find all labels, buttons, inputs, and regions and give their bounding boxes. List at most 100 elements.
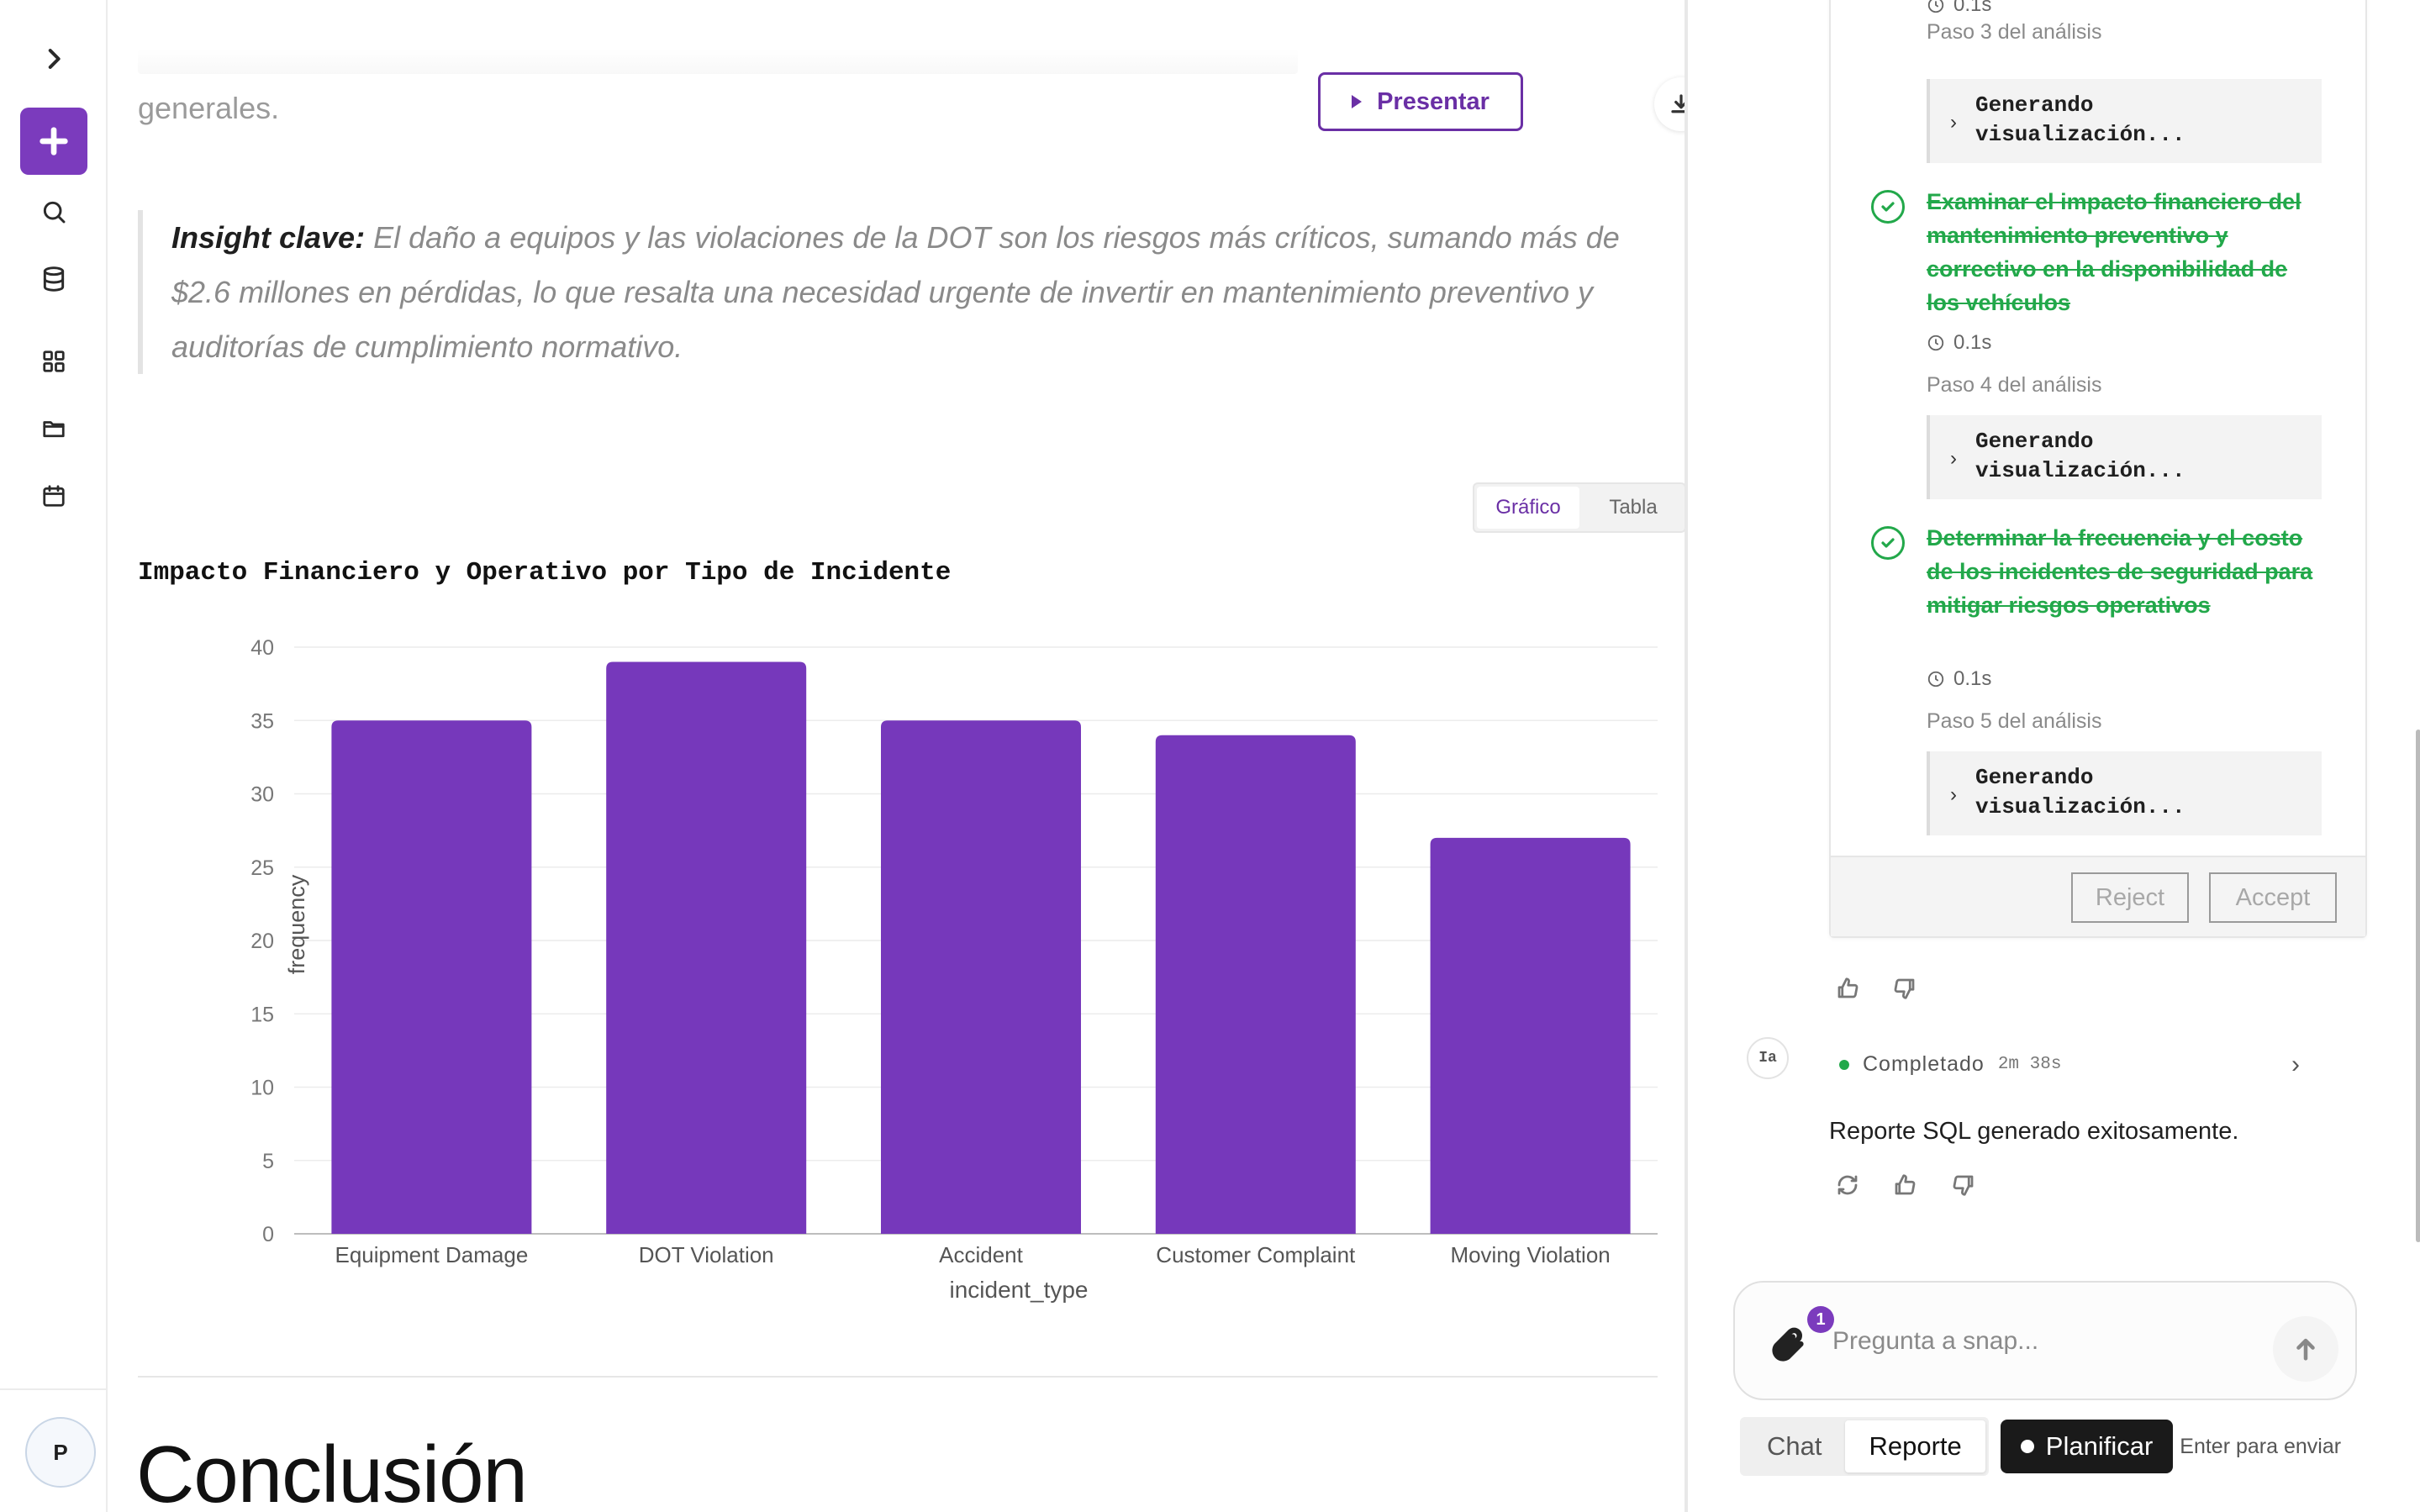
chevron-right-icon: › — [1950, 783, 1957, 806]
thumbs-up-icon[interactable] — [1888, 1168, 1922, 1202]
faded-paragraph-end: generales. — [138, 91, 280, 125]
bar-dot-violation[interactable] — [606, 661, 807, 1234]
view-toggle: Gráfico Tabla — [1473, 482, 1685, 533]
y-tick-label: 15 — [250, 1003, 274, 1026]
rail-divider — [0, 1388, 108, 1390]
y-tick-label: 5 — [262, 1150, 274, 1173]
analysis-plan-card: 0.1s Paso 3 del análisis › Generando vis… — [1829, 0, 2367, 938]
regenerate-icon[interactable] — [1831, 1168, 1864, 1202]
reject-button[interactable]: Reject — [2071, 872, 2189, 923]
section-divider — [138, 1376, 1658, 1378]
y-tick-label: 40 — [250, 636, 274, 660]
present-label: Presentar — [1377, 87, 1489, 115]
clock-icon — [1927, 335, 1944, 351]
accept-button[interactable]: Accept — [2209, 872, 2337, 923]
y-tick-label: 10 — [250, 1077, 274, 1100]
mode-tabs: Chat Reporte — [1740, 1417, 1989, 1476]
x-axis-label: incident_type — [949, 1277, 1088, 1303]
generating-visualization-toggle[interactable]: › Generando visualización... — [1927, 415, 2322, 499]
dashboard-grid-icon[interactable] — [20, 328, 87, 395]
mode-tab-report[interactable]: Reporte — [1845, 1420, 1985, 1472]
chevron-right-icon: › — [1950, 111, 1957, 134]
report-view: generales. Presentar Insight clave: El d… — [108, 0, 1685, 1512]
check-circle-icon — [1871, 526, 1905, 560]
search-icon[interactable] — [20, 178, 87, 245]
clock-icon — [1927, 671, 1944, 688]
new-chat-button[interactable] — [20, 108, 87, 175]
arrow-up-icon — [2296, 1338, 2315, 1361]
insight-quote: Insight clave: El daño a equipos y las v… — [138, 210, 1685, 374]
x-tick-label: Customer Complaint — [1156, 1242, 1356, 1267]
step-duration: 0.1s — [1927, 0, 1991, 17]
y-tick-label: 0 — [262, 1223, 274, 1246]
download-icon — [1671, 94, 1685, 113]
mode-tab-chat[interactable]: Chat — [1767, 1431, 1822, 1461]
thumbs-up-icon[interactable] — [1831, 972, 1864, 1005]
assistant-message: Reporte SQL generado exitosamente. — [1829, 1118, 2239, 1145]
play-icon — [1352, 95, 1363, 108]
assistant-avatar: Ia — [1747, 1037, 1789, 1079]
x-tick-label: Accident — [939, 1242, 1023, 1267]
x-tick-label: Equipment Damage — [335, 1242, 528, 1267]
left-rail: P — [0, 0, 108, 1512]
chevron-right-icon[interactable]: › — [2291, 1051, 2300, 1078]
y-tick-label: 25 — [250, 856, 274, 880]
chart-ticks: 0 5 10 15 20 25 30 35 40 Equipment Damage DOT Viol… — [250, 636, 1611, 1267]
bar-chart: 0 5 10 15 20 25 30 35 40 Equipment Damage DOT Viol… — [250, 636, 1658, 1303]
chat-input-field[interactable] — [1832, 1316, 2270, 1367]
step-task-completed: Examinar el impacto financiero del mante… — [1927, 189, 2301, 315]
status-label: Completado — [1863, 1052, 1985, 1076]
thumbs-down-icon[interactable] — [1888, 972, 1922, 1005]
present-button[interactable]: Presentar — [1318, 72, 1523, 131]
insight-lead: Insight clave: — [171, 220, 366, 255]
plan-actions: Reject Accept — [1831, 856, 2365, 936]
y-tick-label: 20 — [250, 930, 274, 953]
assistant-panel: 0.1s Paso 3 del análisis › Generando vis… — [1685, 0, 2420, 1512]
tab-table[interactable]: Tabla — [1609, 496, 1658, 519]
attachment-count-badge: 1 — [1807, 1306, 1834, 1333]
send-button[interactable] — [2273, 1316, 2338, 1382]
clock-icon — [1927, 0, 1944, 13]
y-axis-label: frequency — [284, 874, 309, 974]
plan-label: Planificar — [2045, 1431, 2154, 1461]
check-circle-icon — [1871, 190, 1905, 224]
chart-title: Impacto Financiero y Operativo por Tipo … — [138, 558, 952, 587]
status-dot — [1839, 1059, 1849, 1070]
step-task-completed: Determinar la frecuencia y el costo de l… — [1927, 525, 2313, 618]
plan-button[interactable]: Planificar — [2000, 1420, 2174, 1473]
x-tick-label: DOT Violation — [639, 1242, 774, 1267]
paperclip-icon — [1772, 1327, 1804, 1362]
step-duration: 0.1s — [1927, 667, 1991, 691]
chevron-right-icon: › — [1950, 447, 1957, 470]
status-row[interactable]: Completado 2m 38s — [1839, 1052, 2061, 1077]
mode-row: Chat Reporte Planificar Enter para envia… — [1740, 1417, 2341, 1476]
chat-composer: 1 — [1733, 1281, 2357, 1400]
tab-chart[interactable]: Gráfico — [1477, 487, 1579, 529]
user-avatar[interactable]: P — [25, 1417, 96, 1488]
bar-equipment-damage[interactable] — [331, 720, 532, 1234]
x-tick-label: Moving Violation — [1450, 1242, 1610, 1267]
plan-dot — [2020, 1440, 2034, 1453]
conclusion-heading: Conclusión — [136, 1430, 528, 1512]
generating-visualization-toggle[interactable]: › Generando visualización... — [1927, 751, 2322, 835]
thumbs-down-icon[interactable] — [1947, 1168, 1980, 1202]
y-tick-label: 35 — [250, 709, 274, 733]
bar-customer-complaint[interactable] — [1155, 735, 1356, 1234]
folder-icon[interactable] — [20, 395, 87, 462]
bar-accident[interactable] — [881, 720, 1081, 1234]
database-icon[interactable] — [20, 245, 87, 313]
panel-scrollbar[interactable] — [2416, 730, 2420, 1242]
generating-visualization-toggle[interactable]: › Generando visualización... — [1927, 79, 2322, 163]
step-label: Paso 3 del análisis — [1927, 20, 2102, 44]
insight-body: El daño a equipos y las violaciones de l… — [171, 220, 1620, 364]
faded-text-line — [138, 49, 1298, 74]
chart-bars — [331, 661, 1631, 1234]
y-tick-label: 30 — [250, 783, 274, 807]
attach-button[interactable] — [1769, 1326, 1811, 1368]
expand-sidebar-icon[interactable] — [20, 25, 87, 92]
bar-moving-violation[interactable] — [1430, 837, 1631, 1234]
calendar-icon[interactable] — [20, 462, 87, 529]
step-label: Paso 5 del análisis — [1927, 709, 2102, 733]
step-label: Paso 4 del análisis — [1927, 373, 2102, 397]
download-button[interactable] — [1654, 77, 1685, 131]
